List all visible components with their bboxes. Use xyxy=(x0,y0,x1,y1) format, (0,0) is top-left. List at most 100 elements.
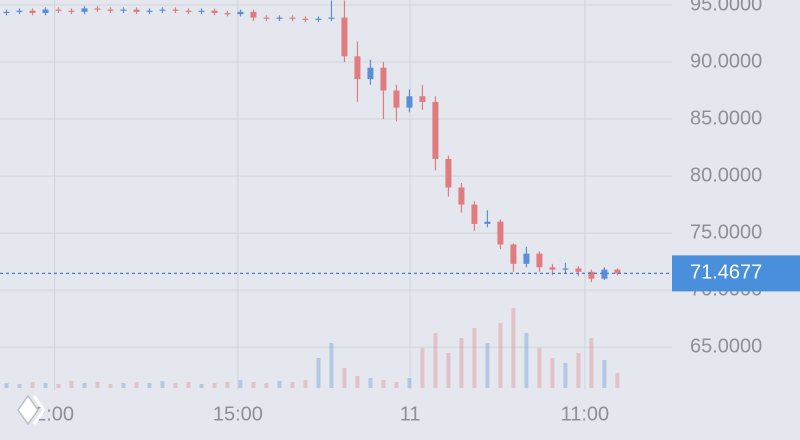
candle-body xyxy=(445,158,452,188)
volume-bar xyxy=(186,382,191,388)
candle-body xyxy=(328,17,335,19)
candle-body xyxy=(484,221,491,224)
volume-bar xyxy=(82,383,87,388)
volume-bar xyxy=(563,363,568,388)
volume-bar xyxy=(30,382,35,388)
volume-bar xyxy=(576,353,581,388)
volume-bar xyxy=(498,323,503,388)
candle-body xyxy=(471,204,478,224)
candle-body xyxy=(614,269,621,274)
volume-bar xyxy=(160,381,165,388)
candle-body xyxy=(523,253,530,264)
x-tick-label: 15:00 xyxy=(213,403,263,425)
candle-body xyxy=(458,187,465,205)
volume-bar xyxy=(589,338,594,388)
candle-body xyxy=(120,9,127,11)
candle-body xyxy=(536,253,543,268)
candle-body xyxy=(94,8,101,10)
candle-body xyxy=(133,9,140,12)
volume-layer xyxy=(4,308,620,388)
last-price-box xyxy=(672,255,800,292)
volume-bar xyxy=(277,381,282,388)
candle-body xyxy=(107,9,114,11)
volume-bar xyxy=(108,384,113,388)
volume-bar xyxy=(290,382,295,388)
volume-bar xyxy=(251,382,256,388)
logo xyxy=(17,394,46,426)
candle-body xyxy=(588,271,595,279)
candle-body xyxy=(29,10,36,13)
candle-body xyxy=(601,269,608,279)
volume-bar xyxy=(368,378,373,388)
candle-body xyxy=(354,56,361,80)
candle-body xyxy=(575,268,582,272)
y-tick-label: 90.0000 xyxy=(690,50,762,72)
volume-bar xyxy=(43,383,48,388)
candle-body xyxy=(341,17,348,57)
candle-body xyxy=(250,11,257,18)
candle-body xyxy=(419,96,426,102)
volume-bar xyxy=(342,368,347,388)
volume-bar xyxy=(433,333,438,388)
candle-body xyxy=(263,17,270,19)
volume-bar xyxy=(303,380,308,388)
candles-layer xyxy=(3,0,621,283)
volume-bar xyxy=(121,383,126,388)
candle-body xyxy=(367,67,374,80)
volume-bar xyxy=(420,348,425,388)
candle-body xyxy=(172,9,179,11)
volume-bar xyxy=(238,380,243,388)
volume-bar xyxy=(602,360,607,388)
volume-bar xyxy=(394,382,399,388)
candle-body xyxy=(432,101,439,159)
y-tick-label: 65.0000 xyxy=(690,335,762,357)
y-tick-label: 95.0000 xyxy=(690,0,762,15)
last-price-label: 71.4677 xyxy=(690,262,762,284)
candle-body xyxy=(211,10,218,13)
y-tick-label: 85.0000 xyxy=(690,107,762,129)
candle-body xyxy=(146,10,153,12)
volume-bar xyxy=(381,380,386,388)
x-tick-label: 11 xyxy=(400,403,421,425)
candle-body xyxy=(549,267,556,270)
candle-body xyxy=(406,96,413,108)
volume-bar xyxy=(316,358,321,388)
volume-bar xyxy=(407,378,412,388)
grid xyxy=(0,0,672,390)
volume-bar xyxy=(615,373,620,388)
volume-bar xyxy=(199,384,204,388)
volume-bar xyxy=(95,382,100,388)
candle-body xyxy=(315,18,322,20)
volume-bar xyxy=(56,384,61,388)
candle-body xyxy=(185,10,192,12)
volume-bar xyxy=(355,376,360,388)
volume-bar xyxy=(524,333,529,388)
candle-body xyxy=(224,13,231,15)
volume-bar xyxy=(225,382,230,388)
volume-bar xyxy=(147,383,152,388)
candle-body xyxy=(276,17,283,19)
candle-body xyxy=(42,9,49,13)
volume-bar xyxy=(485,343,490,388)
volume-bar xyxy=(446,353,451,388)
candle-body xyxy=(81,8,88,12)
volume-bar xyxy=(212,383,217,388)
candle-body xyxy=(16,10,23,12)
volume-bar xyxy=(550,358,555,388)
candle-body xyxy=(237,11,244,15)
volume-bar xyxy=(69,381,74,388)
y-tick-label: 80.0000 xyxy=(690,164,762,186)
volume-bar xyxy=(4,383,9,388)
volume-bar xyxy=(511,308,516,388)
candle-body xyxy=(55,9,62,11)
volume-bar xyxy=(459,338,464,388)
candle-body xyxy=(3,11,10,14)
volume-bar xyxy=(537,348,542,388)
candle-body xyxy=(198,10,205,12)
labels-layer: 65.000070.000075.000080.000085.000090.00… xyxy=(0,0,800,425)
x-tick-label: 11:00 xyxy=(561,403,610,425)
candle-body xyxy=(497,221,504,245)
candle-body xyxy=(68,10,75,12)
candle-body xyxy=(393,90,400,108)
